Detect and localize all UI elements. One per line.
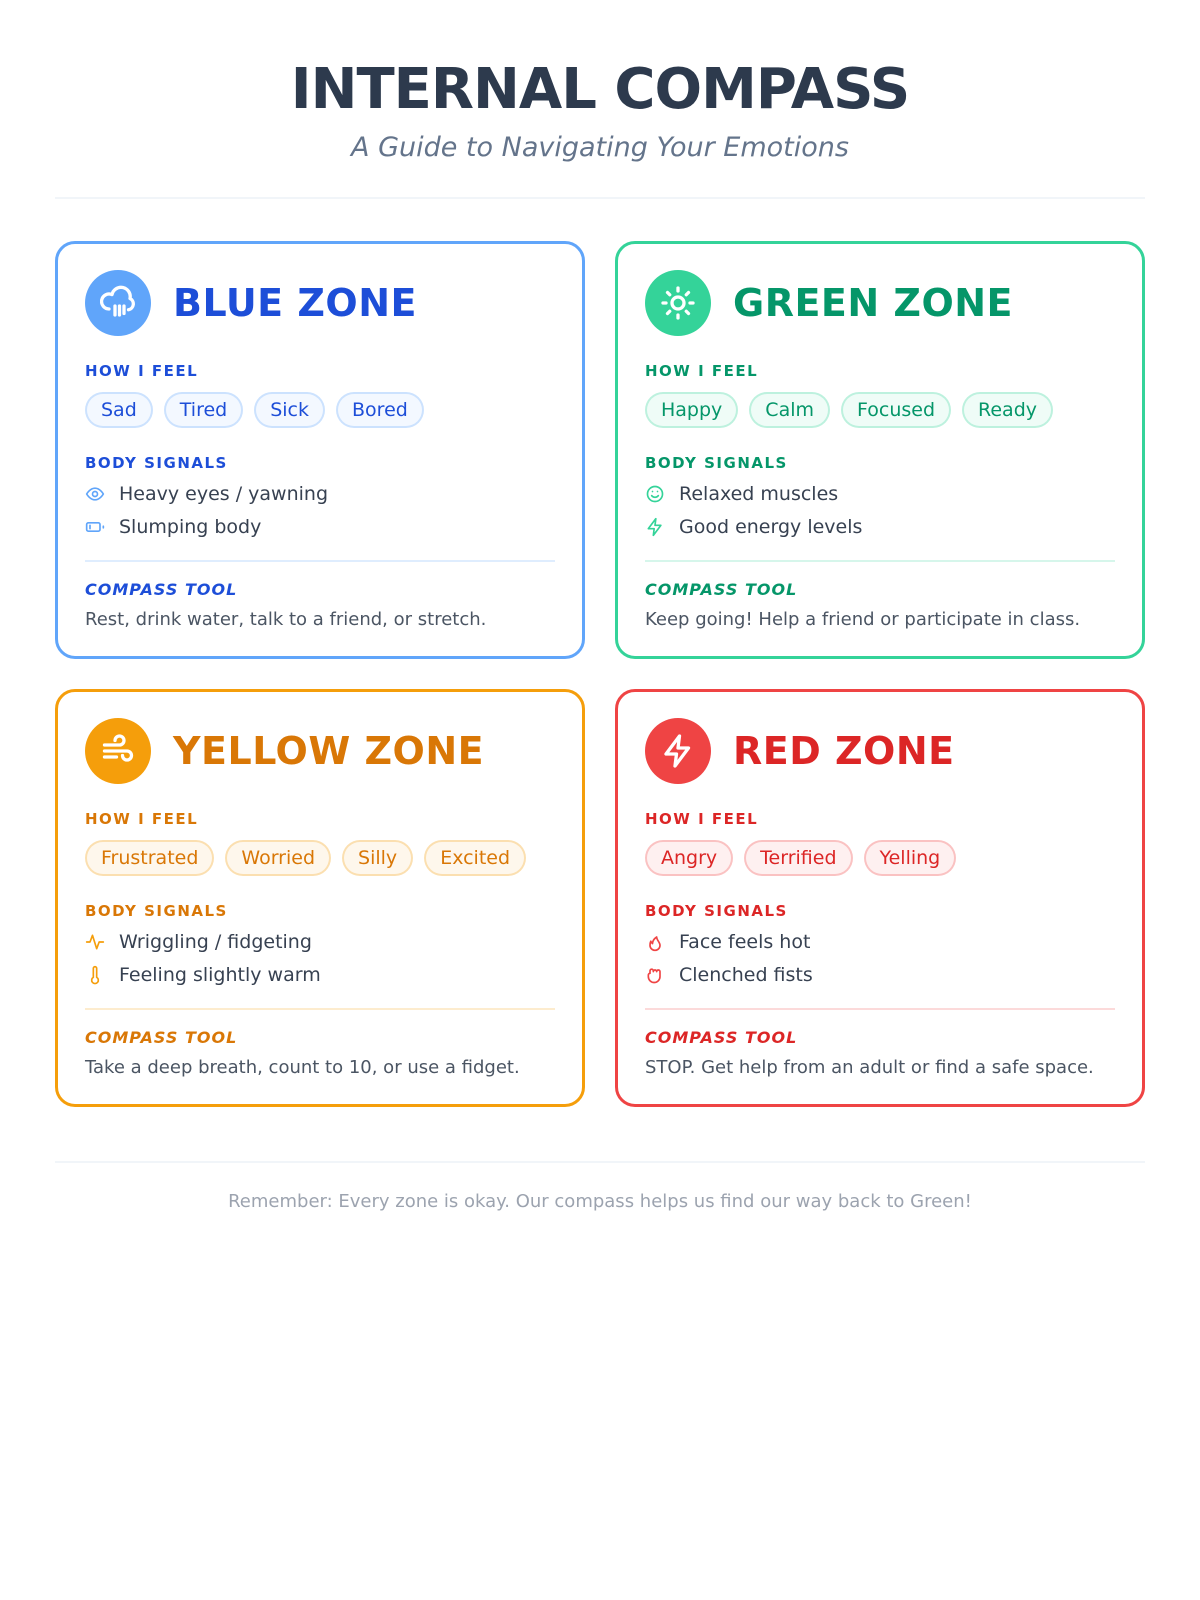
- feeling-chip: Frustrated: [85, 840, 215, 876]
- feelings-list: Sad Tired Sick Bored: [85, 392, 555, 428]
- feeling-chip: Excited: [424, 840, 527, 876]
- thermometer-icon: [85, 965, 105, 985]
- blue-zone-card: BLUE ZONE HOW I FEEL Sad Tired Sick Bored B…: [55, 241, 585, 659]
- divider: [85, 1008, 555, 1010]
- feel-label: HOW I FEEL: [85, 810, 199, 828]
- body-signal-text: Slumping body: [119, 515, 262, 538]
- footer-note: Remember: Every zone is okay. Our compas…: [55, 1161, 1145, 1212]
- body-signal-text: Heavy eyes / yawning: [119, 482, 328, 505]
- body-signal-text: Relaxed muscles: [679, 482, 839, 505]
- tool-label: COMPASS TOOL: [85, 580, 238, 599]
- body-signal: Wriggling / fidgeting: [85, 930, 555, 953]
- wind-icon: [85, 718, 151, 784]
- tool-label: COMPASS TOOL: [645, 1028, 798, 1047]
- zone-title: GREEN ZONE: [733, 281, 1014, 325]
- feeling-chip: Worried: [225, 840, 332, 876]
- body-signal-text: Wriggling / fidgeting: [119, 930, 312, 953]
- eye-icon: [85, 484, 105, 504]
- body-signal-text: Good energy levels: [679, 515, 863, 538]
- red-zone-card: RED ZONE HOW I FEEL Angry Terrified Yellin…: [615, 689, 1145, 1107]
- zone-title: BLUE ZONE: [173, 281, 417, 325]
- body-signal-text: Clenched fists: [679, 963, 813, 986]
- feeling-chip: Tired: [163, 392, 244, 428]
- feeling-chip: Happy: [645, 392, 739, 428]
- yellow-zone-card: YELLOW ZONE HOW I FEEL Frustrated Worried…: [55, 689, 585, 1107]
- body-signal: Face feels hot: [645, 930, 1115, 953]
- battery-low-icon: [85, 517, 105, 537]
- feel-label: HOW I FEEL: [85, 362, 199, 380]
- zone-title: YELLOW ZONE: [173, 729, 485, 773]
- body-signal: Feeling slightly warm: [85, 963, 555, 986]
- flame-icon: [645, 932, 665, 952]
- cloud-rain-icon: [85, 270, 151, 336]
- feeling-chip: Yelling: [863, 840, 957, 876]
- feel-label: HOW I FEEL: [645, 810, 759, 828]
- fist-icon: [645, 965, 665, 985]
- body-signal: Relaxed muscles: [645, 482, 1115, 505]
- zap-icon: [645, 718, 711, 784]
- feeling-chip: Ready: [962, 392, 1054, 428]
- tool-text: Rest, drink water, talk to a friend, or …: [85, 609, 487, 630]
- zones-grid: BLUE ZONE HOW I FEEL Sad Tired Sick Bored B…: [55, 241, 1145, 1107]
- feeling-chip: Bored: [336, 392, 424, 428]
- page-title: INTERNAL COMPASS: [290, 57, 910, 122]
- feeling-chip: Sad: [85, 392, 153, 428]
- body-label: BODY SIGNALS: [645, 902, 788, 920]
- body-label: BODY SIGNALS: [85, 902, 228, 920]
- feeling-chip: Focused: [841, 392, 952, 428]
- feel-label: HOW I FEEL: [645, 362, 759, 380]
- body-label: BODY SIGNALS: [85, 454, 228, 472]
- divider: [85, 560, 555, 562]
- tool-text: Take a deep breath, count to 10, or use …: [85, 1057, 520, 1078]
- body-label: BODY SIGNALS: [645, 454, 788, 472]
- body-signal-text: Feeling slightly warm: [119, 963, 321, 986]
- body-signal: Good energy levels: [645, 515, 1115, 538]
- tool-label: COMPASS TOOL: [85, 1028, 238, 1047]
- feeling-chip: Calm: [749, 392, 830, 428]
- activity-icon: [85, 932, 105, 952]
- feeling-chip: Terrified: [744, 840, 853, 876]
- body-signal: Heavy eyes / yawning: [85, 482, 555, 505]
- feeling-chip: Silly: [342, 840, 414, 876]
- body-signal: Slumping body: [85, 515, 555, 538]
- feeling-chip: Sick: [254, 392, 326, 428]
- smile-icon: [645, 484, 665, 504]
- body-signal: Clenched fists: [645, 963, 1115, 986]
- tool-text: Keep going! Help a friend or participate…: [645, 609, 1081, 630]
- sun-icon: [645, 270, 711, 336]
- green-zone-card: GREEN ZONE HOW I FEEL Happy Calm Focused Re…: [615, 241, 1145, 659]
- zap-icon: [645, 517, 665, 537]
- page-subtitle: A Guide to Navigating Your Emotions: [351, 132, 849, 163]
- tool-text: STOP. Get help from an adult or find a s…: [645, 1057, 1094, 1078]
- feelings-list: Angry Terrified Yelling: [645, 840, 1115, 876]
- feelings-list: Frustrated Worried Silly Excited: [85, 840, 555, 876]
- zone-title: RED ZONE: [733, 729, 955, 773]
- feeling-chip: Angry: [645, 840, 734, 876]
- divider: [645, 1008, 1115, 1010]
- feelings-list: Happy Calm Focused Ready: [645, 392, 1115, 428]
- tool-label: COMPASS TOOL: [645, 580, 798, 599]
- page-header: INTERNAL COMPASS A Guide to Navigating Y…: [55, 0, 1145, 199]
- body-signal-text: Face feels hot: [679, 930, 811, 953]
- divider: [645, 560, 1115, 562]
